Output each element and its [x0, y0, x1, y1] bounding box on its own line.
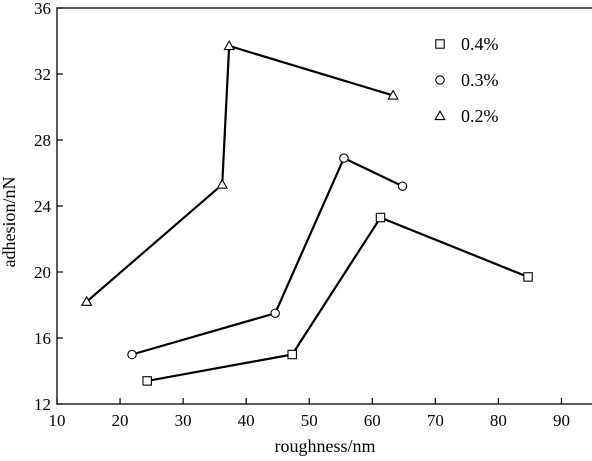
y-tick-label: 20	[34, 263, 51, 282]
data-point-0-4	[523, 272, 533, 282]
data-point-0-3	[127, 349, 137, 360]
series-line-0-2	[85, 44, 394, 303]
series-markers	[80, 40, 533, 386]
x-tick-label: 80	[490, 411, 507, 430]
legend-marker-0-3	[435, 75, 445, 85]
x-tick-label: 70	[427, 411, 444, 430]
y-tick-label: 36	[34, 0, 51, 18]
x-tick-label: 30	[175, 411, 192, 430]
data-point-0-4	[287, 349, 297, 360]
legend-label-0-2: 0.2%	[461, 106, 499, 126]
series-line-0-3	[131, 157, 404, 356]
data-point-0-2	[216, 178, 228, 189]
legend: 0.4% 0.3% 0.2%	[434, 34, 499, 126]
legend-label-0-4: 0.4%	[461, 34, 499, 54]
data-point-0-4	[375, 212, 386, 223]
legend-marker-0-2	[434, 110, 446, 121]
series-line-0-4	[146, 216, 529, 382]
data-point-0-3	[270, 308, 280, 318]
legend-label-0-3: 0.3%	[461, 70, 499, 90]
y-tick-label: 24	[34, 197, 52, 216]
data-point-0-3	[397, 181, 408, 191]
y-tick-label: 28	[34, 131, 51, 150]
y-tick-label: 16	[34, 329, 51, 348]
data-point-0-3	[339, 153, 349, 163]
x-axis-ticks: 10 20 30 40 50 60 70 80 90	[49, 398, 570, 430]
x-tick-label: 40	[238, 411, 255, 430]
data-point-0-2	[223, 40, 235, 51]
x-tick-label: 90	[553, 411, 570, 430]
x-axis-label: roughness/nm	[275, 436, 376, 456]
x-tick-label: 20	[112, 411, 129, 430]
series-lines	[85, 44, 529, 382]
x-tick-label: 10	[49, 411, 66, 430]
y-axis-ticks: 12 16 20 24 28 32 36	[34, 0, 63, 414]
data-point-0-2	[80, 295, 93, 306]
x-tick-label: 50	[301, 411, 318, 430]
y-tick-label: 32	[34, 65, 51, 84]
data-point-0-4	[142, 376, 152, 386]
y-axis-label: adhesion/nN	[0, 177, 19, 268]
plot-frame	[56, 7, 592, 405]
data-point-0-2	[387, 89, 399, 100]
y-tick-label: 12	[34, 395, 51, 414]
x-tick-label: 60	[364, 411, 381, 430]
legend-marker-0-4	[435, 39, 445, 49]
